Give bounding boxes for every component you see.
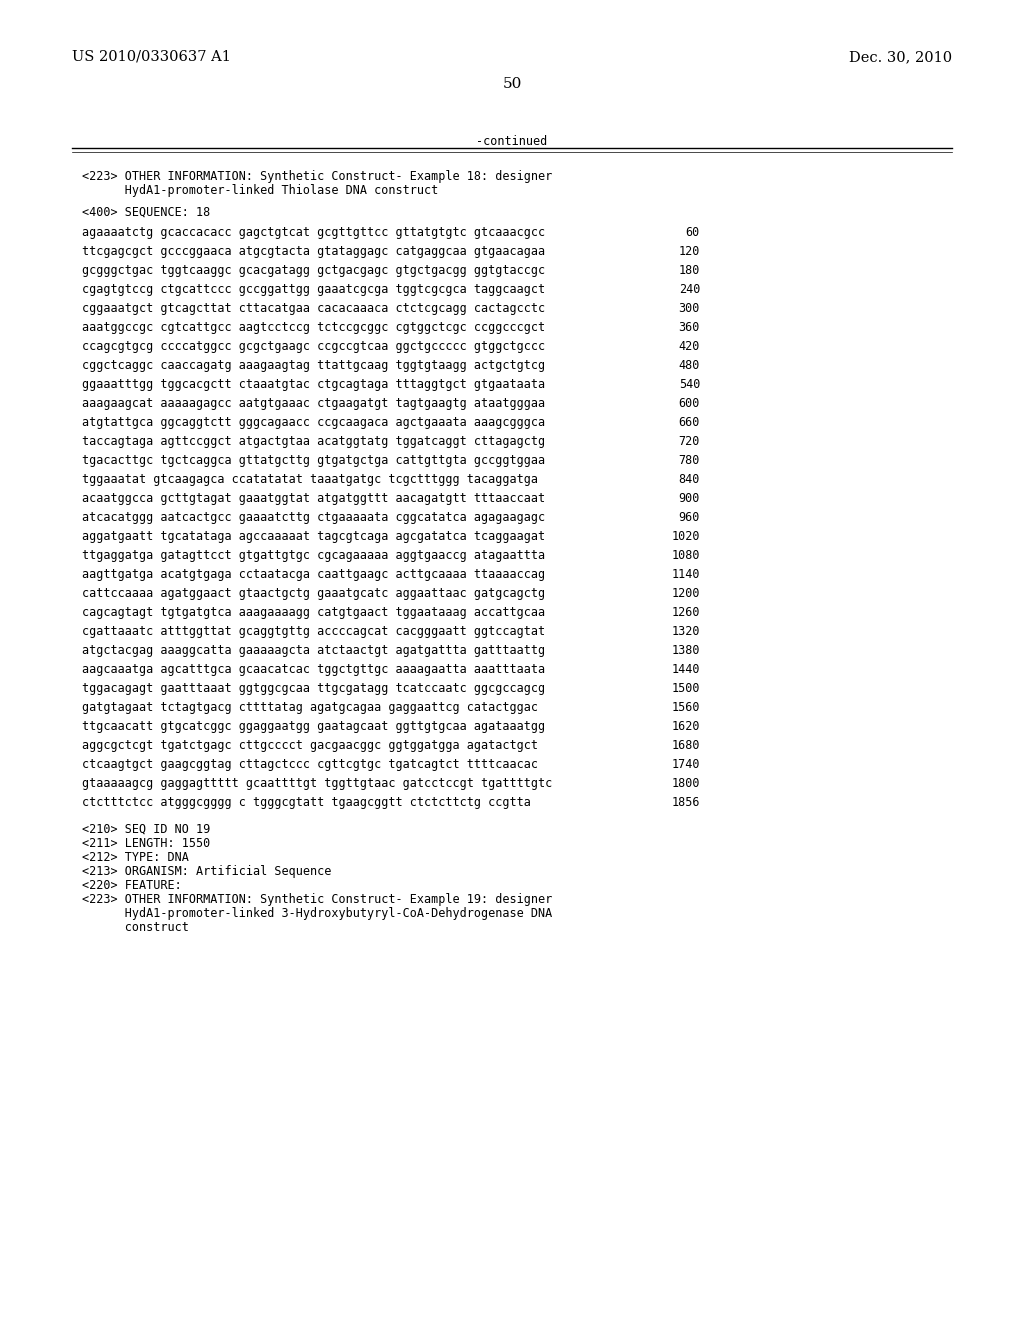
Text: 1320: 1320 <box>672 624 700 638</box>
Text: <210> SEQ ID NO 19: <210> SEQ ID NO 19 <box>82 822 210 836</box>
Text: aagcaaatga agcatttgca gcaacatcac tggctgttgc aaaagaatta aaatttaata: aagcaaatga agcatttgca gcaacatcac tggctgt… <box>82 663 545 676</box>
Text: 1140: 1140 <box>672 568 700 581</box>
Text: 900: 900 <box>679 492 700 506</box>
Text: gcgggctgac tggtcaaggc gcacgatagg gctgacgagc gtgctgacgg ggtgtaccgc: gcgggctgac tggtcaaggc gcacgatagg gctgacg… <box>82 264 545 277</box>
Text: gatgtagaat tctagtgacg cttttatag agatgcagaa gaggaattcg catactggac: gatgtagaat tctagtgacg cttttatag agatgcag… <box>82 701 538 714</box>
Text: 480: 480 <box>679 359 700 372</box>
Text: 1440: 1440 <box>672 663 700 676</box>
Text: 1260: 1260 <box>672 606 700 619</box>
Text: 1380: 1380 <box>672 644 700 657</box>
Text: aggatgaatt tgcatataga agccaaaaat tagcgtcaga agcgatatca tcaggaagat: aggatgaatt tgcatataga agccaaaaat tagcgtc… <box>82 531 545 543</box>
Text: 1020: 1020 <box>672 531 700 543</box>
Text: ctctttctcc atgggcgggg c tgggcgtatt tgaagcggtt ctctcttctg ccgtta: ctctttctcc atgggcgggg c tgggcgtatt tgaag… <box>82 796 530 809</box>
Text: <400> SEQUENCE: 18: <400> SEQUENCE: 18 <box>82 206 210 219</box>
Text: atgctacgag aaaggcatta gaaaaagcta atctaactgt agatgattta gatttaattg: atgctacgag aaaggcatta gaaaaagcta atctaac… <box>82 644 545 657</box>
Text: <223> OTHER INFORMATION: Synthetic Construct- Example 18: designer: <223> OTHER INFORMATION: Synthetic Const… <box>82 170 552 183</box>
Text: ttcgagcgct gcccggaaca atgcgtacta gtataggagc catgaggcaa gtgaacagaa: ttcgagcgct gcccggaaca atgcgtacta gtatagg… <box>82 246 545 257</box>
Text: atcacatggg aatcactgcc gaaaatcttg ctgaaaaata cggcatatca agagaagagc: atcacatggg aatcactgcc gaaaatcttg ctgaaaa… <box>82 511 545 524</box>
Text: ggaaatttgg tggcacgctt ctaaatgtac ctgcagtaga tttaggtgct gtgaataata: ggaaatttgg tggcacgctt ctaaatgtac ctgcagt… <box>82 378 545 391</box>
Text: 120: 120 <box>679 246 700 257</box>
Text: 960: 960 <box>679 511 700 524</box>
Text: acaatggcca gcttgtagat gaaatggtat atgatggttt aacagatgtt tttaaccaat: acaatggcca gcttgtagat gaaatggtat atgatgg… <box>82 492 545 506</box>
Text: atgtattgca ggcaggtctt gggcagaacc ccgcaagaca agctgaaata aaagcgggca: atgtattgca ggcaggtctt gggcagaacc ccgcaag… <box>82 416 545 429</box>
Text: <223> OTHER INFORMATION: Synthetic Construct- Example 19: designer: <223> OTHER INFORMATION: Synthetic Const… <box>82 894 552 906</box>
Text: 360: 360 <box>679 321 700 334</box>
Text: 300: 300 <box>679 302 700 315</box>
Text: 420: 420 <box>679 341 700 352</box>
Text: 60: 60 <box>686 226 700 239</box>
Text: 780: 780 <box>679 454 700 467</box>
Text: aagttgatga acatgtgaga cctaatacga caattgaagc acttgcaaaa ttaaaaccag: aagttgatga acatgtgaga cctaatacga caattga… <box>82 568 545 581</box>
Text: HydA1-promoter-linked 3-Hydroxybutyryl-CoA-Dehydrogenase DNA: HydA1-promoter-linked 3-Hydroxybutyryl-C… <box>82 907 552 920</box>
Text: agaaaatctg gcaccacacc gagctgtcat gcgttgttcc gttatgtgtc gtcaaacgcc: agaaaatctg gcaccacacc gagctgtcat gcgttgt… <box>82 226 545 239</box>
Text: 1200: 1200 <box>672 587 700 601</box>
Text: cattccaaaa agatggaact gtaactgctg gaaatgcatc aggaattaac gatgcagctg: cattccaaaa agatggaact gtaactgctg gaaatgc… <box>82 587 545 601</box>
Text: 50: 50 <box>503 77 521 91</box>
Text: 180: 180 <box>679 264 700 277</box>
Text: US 2010/0330637 A1: US 2010/0330637 A1 <box>72 50 230 63</box>
Text: cagcagtagt tgtgatgtca aaagaaaagg catgtgaact tggaataaag accattgcaa: cagcagtagt tgtgatgtca aaagaaaagg catgtga… <box>82 606 545 619</box>
Text: 1800: 1800 <box>672 777 700 789</box>
Text: aaatggccgc cgtcattgcc aagtcctccg tctccgcggc cgtggctcgc ccggcccgct: aaatggccgc cgtcattgcc aagtcctccg tctccgc… <box>82 321 545 334</box>
Text: 660: 660 <box>679 416 700 429</box>
Text: Dec. 30, 2010: Dec. 30, 2010 <box>849 50 952 63</box>
Text: ttgaggatga gatagttcct gtgattgtgc cgcagaaaaa aggtgaaccg atagaattta: ttgaggatga gatagttcct gtgattgtgc cgcagaa… <box>82 549 545 562</box>
Text: cggctcaggc caaccagatg aaagaagtag ttattgcaag tggtgtaagg actgctgtcg: cggctcaggc caaccagatg aaagaagtag ttattgc… <box>82 359 545 372</box>
Text: cgagtgtccg ctgcattccc gccggattgg gaaatcgcga tggtcgcgca taggcaagct: cgagtgtccg ctgcattccc gccggattgg gaaatcg… <box>82 282 545 296</box>
Text: gtaaaaagcg gaggagttttt gcaattttgt tggttgtaac gatcctccgt tgattttgtc: gtaaaaagcg gaggagttttt gcaattttgt tggttg… <box>82 777 552 789</box>
Text: cggaaatgct gtcagcttat cttacatgaa cacacaaaca ctctcgcagg cactagcctc: cggaaatgct gtcagcttat cttacatgaa cacacaa… <box>82 302 545 315</box>
Text: ttgcaacatt gtgcatcggc ggaggaatgg gaatagcaat ggttgtgcaa agataaatgg: ttgcaacatt gtgcatcggc ggaggaatgg gaatagc… <box>82 719 545 733</box>
Text: <220> FEATURE:: <220> FEATURE: <box>82 879 181 892</box>
Text: 600: 600 <box>679 397 700 411</box>
Text: ctcaagtgct gaagcggtag cttagctccc cgttcgtgc tgatcagtct ttttcaacac: ctcaagtgct gaagcggtag cttagctccc cgttcgt… <box>82 758 538 771</box>
Text: <212> TYPE: DNA: <212> TYPE: DNA <box>82 851 188 865</box>
Text: 1740: 1740 <box>672 758 700 771</box>
Text: <213> ORGANISM: Artificial Sequence: <213> ORGANISM: Artificial Sequence <box>82 865 332 878</box>
Text: cgattaaatc atttggttat gcaggtgttg accccagcat cacgggaatt ggtccagtat: cgattaaatc atttggttat gcaggtgttg accccag… <box>82 624 545 638</box>
Text: aaagaagcat aaaaagagcc aatgtgaaac ctgaagatgt tagtgaagtg ataatgggaa: aaagaagcat aaaaagagcc aatgtgaaac ctgaaga… <box>82 397 545 411</box>
Text: ccagcgtgcg ccccatggcc gcgctgaagc ccgccgtcaa ggctgccccc gtggctgccc: ccagcgtgcg ccccatggcc gcgctgaagc ccgccgt… <box>82 341 545 352</box>
Text: tgacacttgc tgctcaggca gttatgcttg gtgatgctga cattgttgta gccggtggaa: tgacacttgc tgctcaggca gttatgcttg gtgatgc… <box>82 454 545 467</box>
Text: -continued: -continued <box>476 135 548 148</box>
Text: taccagtaga agttccggct atgactgtaa acatggtatg tggatcaggt cttagagctg: taccagtaga agttccggct atgactgtaa acatggt… <box>82 436 545 447</box>
Text: 840: 840 <box>679 473 700 486</box>
Text: 1856: 1856 <box>672 796 700 809</box>
Text: tggaaatat gtcaagagca ccatatatat taaatgatgc tcgctttggg tacaggatga: tggaaatat gtcaagagca ccatatatat taaatgat… <box>82 473 538 486</box>
Text: 1620: 1620 <box>672 719 700 733</box>
Text: 720: 720 <box>679 436 700 447</box>
Text: HydA1-promoter-linked Thiolase DNA construct: HydA1-promoter-linked Thiolase DNA const… <box>82 183 438 197</box>
Text: 540: 540 <box>679 378 700 391</box>
Text: <211> LENGTH: 1550: <211> LENGTH: 1550 <box>82 837 210 850</box>
Text: 1080: 1080 <box>672 549 700 562</box>
Text: 1560: 1560 <box>672 701 700 714</box>
Text: 1500: 1500 <box>672 682 700 696</box>
Text: tggacagagt gaatttaaat ggtggcgcaa ttgcgatagg tcatccaatc ggcgccagcg: tggacagagt gaatttaaat ggtggcgcaa ttgcgat… <box>82 682 545 696</box>
Text: construct: construct <box>82 921 188 935</box>
Text: aggcgctcgt tgatctgagc cttgcccct gacgaacggc ggtggatgga agatactgct: aggcgctcgt tgatctgagc cttgcccct gacgaacg… <box>82 739 538 752</box>
Text: 240: 240 <box>679 282 700 296</box>
Text: 1680: 1680 <box>672 739 700 752</box>
